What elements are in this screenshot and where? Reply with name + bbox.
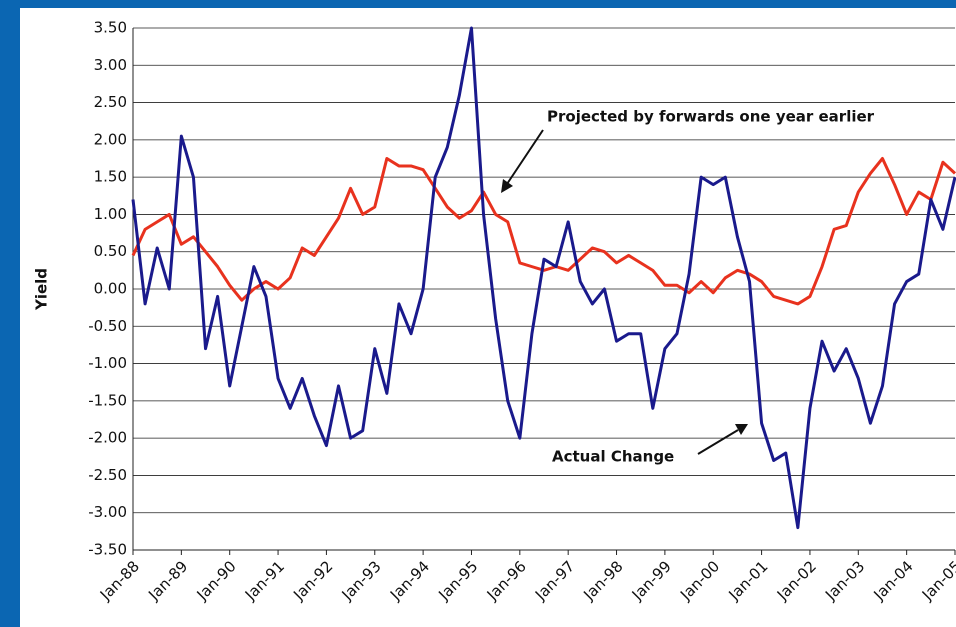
arrows [501,129,748,455]
annotation: Actual Change [552,448,674,466]
y-tick-label: -1.50 [88,391,127,409]
y-tick-label: 0.00 [94,280,127,298]
y-axis-title: Yield [33,268,51,311]
y-tick-label: 0.50 [94,242,127,260]
chart-background [20,8,956,627]
y-tick-label: -0.50 [88,317,127,335]
series-line [131,157,956,306]
y-tick-label: -2.00 [88,429,127,447]
y-tick-label: 2.50 [94,93,127,111]
annotation: Projected by forwards one year earlier [547,108,875,126]
y-tick-label: 1.00 [94,205,127,223]
arrow [697,429,739,455]
y-tick-label: -3.00 [88,503,127,521]
arrowhead [501,179,513,193]
arrowhead [735,424,748,435]
y-tick-label: -1.00 [88,354,127,372]
arrow [506,129,544,185]
y-tick-label: 3.00 [94,56,127,74]
y-tick-label: -2.50 [88,466,127,484]
y-tick-label: 2.00 [94,130,127,148]
series-line [131,26,956,530]
y-tick-label: 3.50 [94,19,127,37]
y-tick-label: -3.50 [88,541,127,559]
y-tick-label: 1.50 [94,168,127,186]
